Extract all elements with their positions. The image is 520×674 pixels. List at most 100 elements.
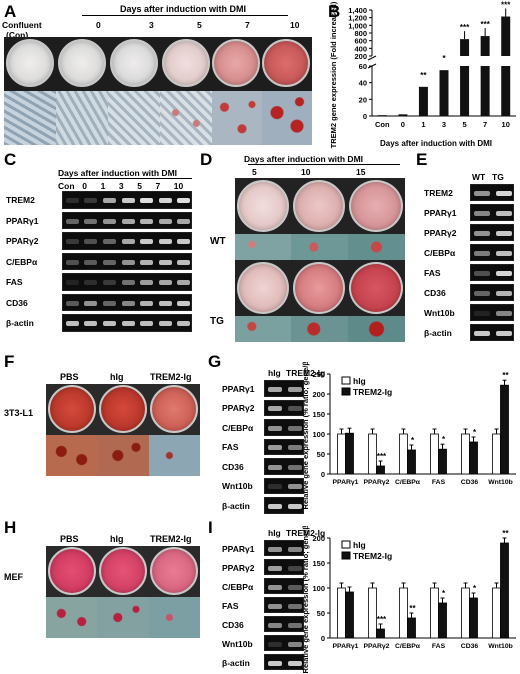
gel-band — [496, 231, 512, 236]
gene-label: PPARγ1 — [6, 215, 39, 226]
con-label: (Con) — [6, 30, 29, 40]
bar — [368, 433, 377, 475]
gel-row — [264, 559, 304, 575]
gene-label: β-actin — [222, 657, 250, 668]
bar — [492, 587, 501, 639]
gel-band — [121, 259, 135, 265]
gel-band — [158, 259, 172, 265]
days-header-d: Days after induction with DMI — [244, 154, 364, 164]
lane-label: Con — [58, 181, 75, 191]
gel-band — [288, 464, 302, 470]
gel-band — [140, 259, 154, 265]
x-tick-label: CD36 — [461, 643, 479, 650]
gel-band — [496, 331, 512, 336]
gel-band — [268, 464, 282, 470]
gel-band — [474, 271, 490, 276]
gene-label: CD36 — [222, 619, 244, 630]
gel-band — [121, 198, 135, 204]
gel-row — [62, 232, 192, 250]
y-tick-label: 100 — [312, 430, 325, 439]
bar — [461, 587, 470, 639]
gel-band — [84, 218, 98, 224]
x-tick-label: PPARγ2 — [364, 643, 390, 650]
gel-row — [470, 264, 514, 281]
y-axis-label-b: TREM2 gene expression (Fold increased) — [329, 1, 338, 148]
legend-label: hIg — [353, 540, 366, 550]
bar — [377, 115, 387, 116]
gene-label: Wnt10b — [222, 481, 253, 492]
gel-band — [65, 218, 79, 224]
gel-band — [84, 198, 98, 204]
bar — [501, 16, 511, 56]
y-tick-label: 40 — [359, 79, 367, 88]
days-header-c: Days after induction with DMI — [58, 168, 178, 178]
x-tick-label: 1 — [421, 120, 425, 129]
bar — [418, 86, 428, 116]
gene-label: FAS — [222, 442, 239, 453]
bar — [399, 433, 408, 475]
significance-mark: * — [473, 428, 477, 437]
bar — [469, 597, 478, 639]
lane-label: TG — [492, 172, 504, 182]
y-tick-label: 0 — [363, 112, 367, 121]
gel-band — [268, 565, 282, 571]
gel-band — [158, 218, 172, 224]
micrograph — [348, 316, 405, 342]
gel-band — [268, 660, 282, 666]
gel-band — [158, 280, 172, 286]
bar — [460, 39, 470, 56]
panel-label-a: A — [4, 2, 17, 21]
culture-dish — [150, 547, 198, 595]
gel-band — [268, 425, 282, 431]
legend-label: hIg — [353, 376, 366, 386]
gel-band — [65, 300, 79, 306]
x-tick-label: CD36 — [461, 479, 479, 486]
culture-dish — [349, 180, 403, 232]
micrograph — [97, 435, 149, 476]
lane-label: 7 — [155, 181, 161, 191]
lane-label: 0 — [82, 181, 88, 191]
gene-label: β-actin — [222, 500, 250, 511]
x-tick-label: PPARγ1 — [333, 643, 359, 650]
culture-dish — [293, 180, 345, 232]
significance-mark: *** — [480, 20, 490, 29]
gel-band — [121, 280, 135, 286]
gel-band — [140, 321, 154, 327]
gel-band — [177, 198, 191, 204]
gel-row — [264, 597, 304, 613]
day-label: 5 — [252, 167, 257, 177]
bar — [398, 114, 408, 116]
culture-dish — [150, 385, 198, 433]
gel-row — [62, 273, 192, 291]
bar — [337, 433, 346, 475]
micrograph — [4, 91, 56, 145]
micrograph — [262, 91, 312, 145]
gene-label: TREM2 — [6, 195, 35, 206]
y-axis-label: Relative gene expression (% ratio; gene/… — [301, 362, 310, 509]
y-tick-label: 0 — [321, 470, 325, 479]
y-tick-label: 0 — [321, 634, 325, 643]
gel-row — [470, 244, 514, 261]
gel-band — [140, 300, 154, 306]
gel-band — [102, 239, 116, 245]
lane-label: 3 — [118, 181, 124, 191]
x-axis-label-b: Days after induction with DMI — [380, 139, 492, 148]
legend-label: TREM2-Ig — [353, 387, 392, 397]
wt-label: WT — [210, 236, 226, 247]
gel-row — [470, 204, 514, 221]
bar — [376, 628, 385, 639]
gel-band — [474, 331, 490, 336]
x-tick-label: C/EBPα — [395, 479, 421, 486]
y-tick-label: 200 — [312, 390, 325, 399]
gel-band — [65, 280, 79, 286]
y-tick-label: 800 — [354, 29, 367, 38]
gel-band — [288, 622, 302, 628]
gel-band — [496, 211, 512, 216]
y-axis-label: Relative gene expression (% ratio; gene/… — [301, 526, 310, 673]
gel-row — [264, 458, 304, 475]
gel-row — [264, 654, 304, 670]
x-tick-label: PPARγ1 — [333, 479, 359, 486]
lane-label: WT — [472, 172, 486, 182]
gel-band — [474, 211, 490, 216]
micrograph — [160, 91, 212, 145]
